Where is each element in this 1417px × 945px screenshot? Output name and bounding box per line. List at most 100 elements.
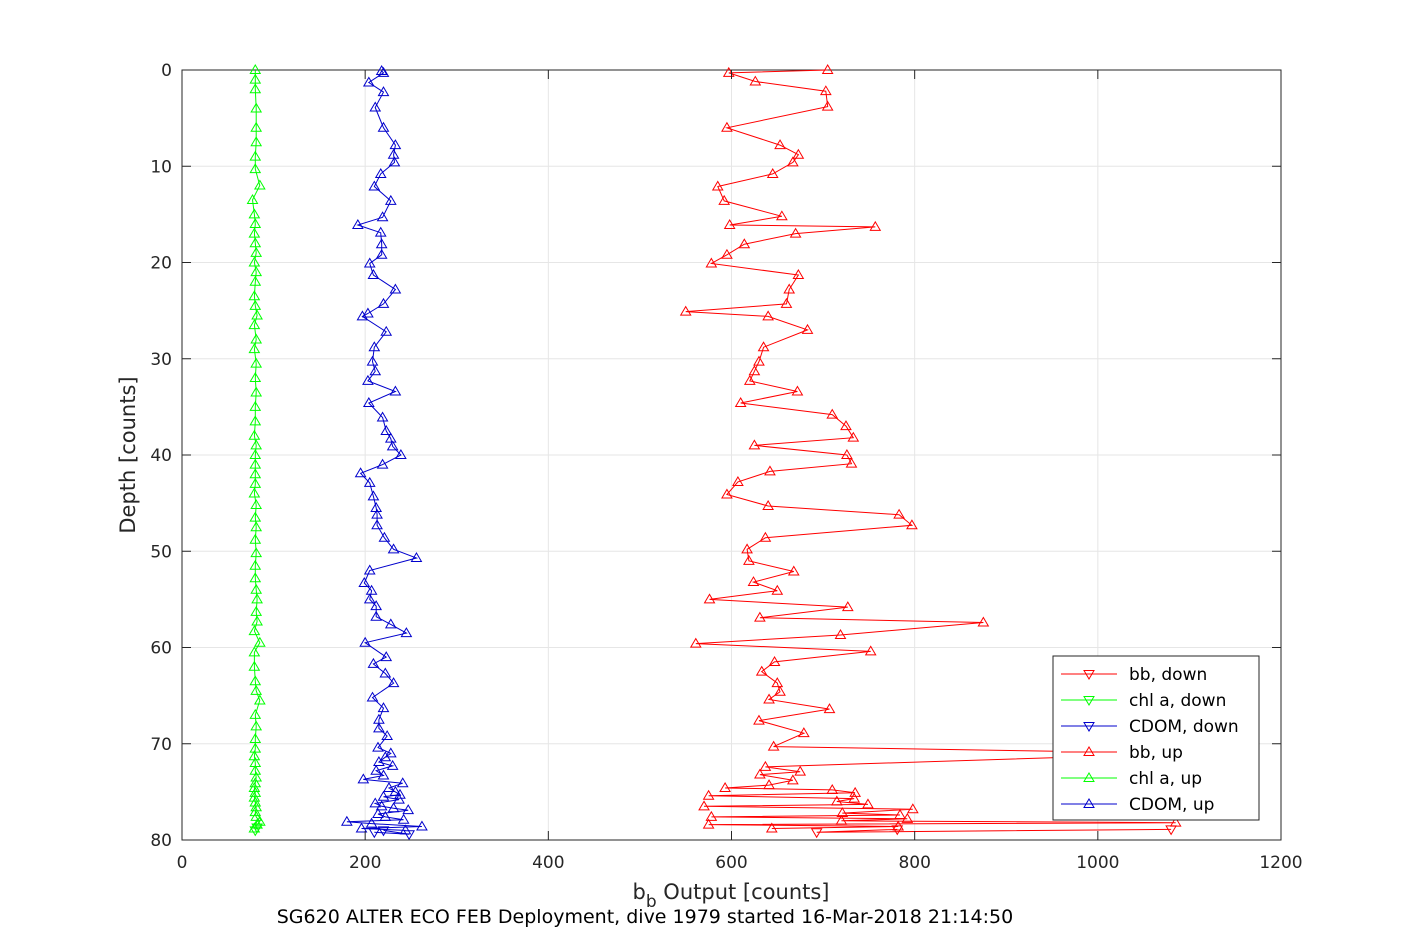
x-tick-label: 1000 [1076, 853, 1119, 873]
data-point-marker [248, 791, 261, 802]
data-point-marker [250, 801, 263, 812]
data-point-marker [766, 167, 779, 178]
legend-label: bb, up [1129, 743, 1183, 763]
legend-box [1052, 655, 1260, 821]
x-axis-label-subscript: b [646, 892, 657, 912]
y-tick-label: 70 [150, 735, 172, 755]
data-point-marker [251, 615, 263, 626]
data-point-marker [374, 167, 387, 178]
series-line [251, 70, 261, 829]
data-point-marker [366, 691, 379, 702]
data-point-marker [250, 499, 263, 510]
data-point-marker [363, 476, 376, 487]
data-point-marker [767, 740, 780, 751]
data-point-marker [249, 218, 262, 228]
data-point-marker [362, 307, 374, 318]
data-point-marker [757, 341, 770, 352]
data-point-marker [249, 83, 262, 94]
data-point-marker [373, 722, 385, 733]
data-point-marker [1165, 825, 1177, 836]
data-point-marker [400, 627, 413, 638]
data-point-marker [249, 400, 262, 411]
data-point-marker [253, 179, 266, 190]
data-point-marker [389, 283, 402, 294]
data-point-marker [774, 139, 786, 150]
data-point-marker [248, 660, 261, 671]
data-point-marker [395, 449, 407, 459]
data-point-marker [780, 297, 793, 308]
data-point-marker [368, 180, 381, 191]
x-tick-label: 600 [715, 853, 747, 873]
x-tick-label: 400 [532, 853, 564, 873]
data-point-marker [367, 490, 380, 501]
data-point-marker [370, 600, 383, 611]
grid [181, 69, 1282, 841]
data-point-marker [250, 333, 263, 344]
data-point-marker [721, 121, 733, 132]
data-point-marker [723, 218, 736, 229]
data-point-marker [892, 820, 905, 831]
data-point-marker [377, 769, 390, 780]
data-point-marker [249, 237, 262, 248]
x-axis-label-rest: Output [counts] [657, 880, 830, 904]
data-point-marker [249, 806, 262, 817]
data-point-marker [365, 584, 378, 595]
data-point-marker [249, 675, 262, 686]
data-point-marker [389, 385, 402, 396]
data-point-marker [370, 764, 383, 775]
data-point-marker [705, 810, 718, 821]
data-point-marker [377, 790, 390, 801]
legend-marker [1083, 722, 1095, 732]
x-tick-label: 0 [177, 853, 188, 873]
data-point-marker [248, 256, 261, 267]
data-point-marker [378, 531, 391, 542]
data-point-marker [848, 792, 861, 803]
data-point-marker [248, 343, 261, 354]
data-point-marker [759, 531, 772, 542]
data-point-marker [791, 385, 804, 396]
data-point-marker [250, 684, 263, 695]
x-tick-label: 200 [349, 853, 381, 873]
data-point-marker [384, 618, 397, 629]
data-point-marker [248, 319, 261, 330]
data-point-marker [410, 552, 423, 562]
x-tick-label: 1200 [1259, 853, 1302, 873]
data-point-marker [248, 290, 261, 301]
data-point-marker [249, 786, 262, 797]
data-point-marker [830, 795, 843, 806]
data-point-marker [250, 439, 263, 450]
data-point-marker [249, 299, 262, 310]
data-point-marker [826, 408, 839, 419]
data-point-marker [357, 773, 370, 784]
data-point-marker [355, 822, 368, 833]
data-point-marker [762, 500, 775, 511]
legend-label: chl a, down [1129, 691, 1226, 711]
data-point-marker [738, 238, 751, 249]
legend-label: bb, down [1129, 665, 1207, 685]
data-point-marker [248, 782, 261, 793]
data-point-marker [249, 64, 262, 74]
series-4 [246, 64, 266, 833]
series-line [816, 828, 1172, 833]
data-point-marker [380, 651, 393, 662]
y-tick-label: 80 [150, 831, 172, 851]
data-point-marker [246, 193, 259, 204]
data-point-marker [869, 220, 882, 231]
data-point-marker [402, 804, 415, 815]
data-point-marker [748, 439, 761, 450]
data-point-marker [365, 817, 378, 828]
data-point-marker [249, 275, 262, 286]
series-line [346, 70, 422, 831]
data-point-marker [362, 76, 375, 87]
data-point-marker [819, 85, 832, 96]
data-point-marker [753, 714, 765, 725]
data-point-marker [711, 180, 724, 191]
data-point-marker [377, 86, 390, 97]
data-point-marker [250, 720, 263, 731]
data-point-marker [351, 218, 364, 229]
data-point-marker [864, 645, 877, 656]
data-point-marker [372, 741, 384, 752]
data-point-marker [369, 101, 382, 112]
data-point-marker [372, 808, 384, 819]
data-point-marker [765, 822, 778, 833]
